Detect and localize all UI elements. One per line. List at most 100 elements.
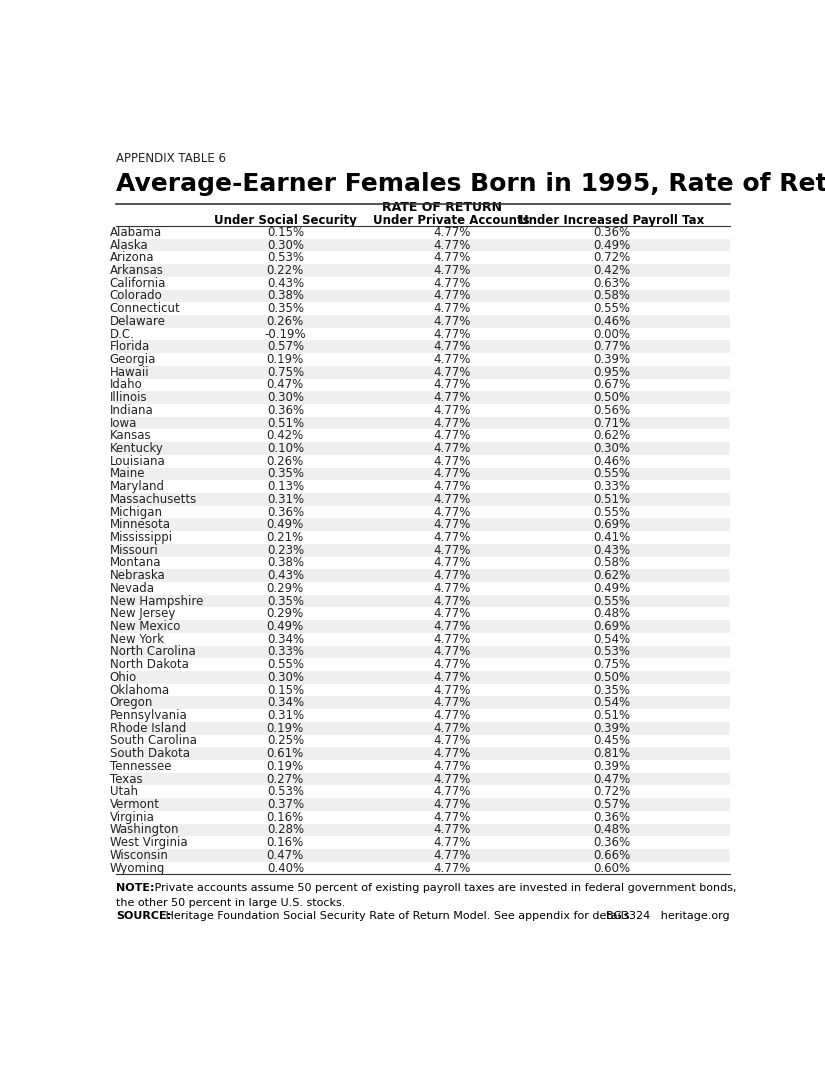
Text: Connecticut: Connecticut (110, 302, 181, 316)
Bar (116, 316, 729, 327)
Text: 4.77%: 4.77% (433, 671, 470, 684)
Text: Wyoming: Wyoming (110, 862, 165, 875)
Text: New York: New York (110, 633, 163, 646)
Text: 4.77%: 4.77% (433, 251, 470, 264)
Text: 4.77%: 4.77% (433, 379, 470, 392)
Bar (116, 747, 729, 761)
Text: New Mexico: New Mexico (110, 620, 180, 633)
Text: NOTE:: NOTE: (116, 882, 154, 893)
Bar (116, 569, 729, 582)
Text: 4.77%: 4.77% (433, 430, 470, 443)
Text: 0.33%: 0.33% (593, 480, 630, 493)
Text: Rhode Island: Rhode Island (110, 721, 186, 734)
Text: California: California (110, 276, 166, 289)
Text: 0.47%: 0.47% (266, 849, 304, 862)
Text: 0.35%: 0.35% (266, 595, 304, 607)
Text: 4.77%: 4.77% (433, 417, 470, 430)
Text: 4.77%: 4.77% (433, 837, 470, 850)
Text: 0.30%: 0.30% (266, 238, 304, 251)
Text: Mississippi: Mississippi (110, 531, 172, 544)
Text: 0.67%: 0.67% (593, 379, 630, 392)
Text: APPENDIX TABLE 6: APPENDIX TABLE 6 (116, 151, 226, 164)
Bar (116, 761, 729, 772)
Text: Vermont: Vermont (110, 799, 159, 811)
Text: 4.77%: 4.77% (433, 341, 470, 354)
Text: Florida: Florida (110, 341, 150, 354)
Text: 0.69%: 0.69% (593, 620, 630, 633)
Text: 0.28%: 0.28% (266, 824, 304, 837)
Text: SOURCE:: SOURCE: (116, 912, 171, 922)
Bar (116, 277, 729, 289)
Text: 0.26%: 0.26% (266, 314, 304, 327)
Bar (116, 862, 729, 875)
Text: Kentucky: Kentucky (110, 442, 163, 455)
Text: 0.58%: 0.58% (593, 556, 630, 569)
Text: 4.77%: 4.77% (433, 468, 470, 481)
Text: Oregon: Oregon (110, 696, 153, 709)
Text: 0.55%: 0.55% (593, 506, 630, 519)
Text: 0.71%: 0.71% (593, 417, 630, 430)
Text: Minnesota: Minnesota (110, 518, 171, 531)
Text: 0.81%: 0.81% (593, 747, 630, 761)
Text: 4.77%: 4.77% (433, 556, 470, 569)
Bar (116, 430, 729, 442)
Bar (116, 595, 729, 607)
Text: 0.45%: 0.45% (593, 734, 630, 747)
Text: 0.55%: 0.55% (266, 658, 304, 671)
Text: 0.39%: 0.39% (593, 354, 630, 366)
Text: 0.54%: 0.54% (593, 696, 630, 709)
Bar (116, 849, 729, 862)
Text: Under Social Security: Under Social Security (214, 214, 356, 227)
Text: 0.48%: 0.48% (593, 607, 630, 620)
Text: 0.53%: 0.53% (266, 786, 304, 799)
Bar (116, 645, 729, 658)
Text: 0.13%: 0.13% (266, 480, 304, 493)
Text: 4.77%: 4.77% (433, 645, 470, 658)
Text: 0.61%: 0.61% (266, 747, 304, 761)
Text: 4.77%: 4.77% (433, 709, 470, 722)
Text: 0.37%: 0.37% (266, 799, 304, 811)
Text: Nevada: Nevada (110, 582, 154, 595)
Text: Oklahoma: Oklahoma (110, 683, 170, 696)
Text: 0.55%: 0.55% (593, 468, 630, 481)
Text: 0.55%: 0.55% (593, 302, 630, 316)
Text: 0.57%: 0.57% (593, 799, 630, 811)
Text: South Dakota: South Dakota (110, 747, 190, 761)
Bar (116, 734, 729, 747)
Text: 0.75%: 0.75% (593, 658, 630, 671)
Text: 0.47%: 0.47% (593, 772, 630, 786)
Bar (116, 366, 729, 379)
Text: 0.34%: 0.34% (266, 633, 304, 646)
Bar (116, 696, 729, 709)
Bar (116, 799, 729, 811)
Text: 0.27%: 0.27% (266, 772, 304, 786)
Bar (116, 341, 729, 354)
Text: 4.77%: 4.77% (433, 696, 470, 709)
Text: 4.77%: 4.77% (433, 633, 470, 646)
Text: BG3324   heritage.org: BG3324 heritage.org (606, 912, 729, 922)
Bar (116, 404, 729, 417)
Text: Massachusetts: Massachusetts (110, 493, 197, 506)
Text: 0.38%: 0.38% (266, 289, 304, 302)
Text: D.C.: D.C. (110, 327, 134, 341)
Bar (116, 354, 729, 366)
Text: 0.69%: 0.69% (593, 518, 630, 531)
Text: Michigan: Michigan (110, 506, 163, 519)
Bar (116, 468, 729, 480)
Text: Montana: Montana (110, 556, 161, 569)
Text: 0.31%: 0.31% (266, 493, 304, 506)
Bar (116, 506, 729, 519)
Text: 0.46%: 0.46% (593, 455, 630, 468)
Text: 0.35%: 0.35% (593, 683, 630, 696)
Text: 4.77%: 4.77% (433, 569, 470, 582)
Text: 0.42%: 0.42% (266, 430, 304, 443)
Text: Louisiana: Louisiana (110, 455, 165, 468)
Text: 0.30%: 0.30% (266, 671, 304, 684)
Text: 0.39%: 0.39% (593, 721, 630, 734)
Text: North Dakota: North Dakota (110, 658, 188, 671)
Bar (116, 824, 729, 837)
Text: 0.63%: 0.63% (593, 276, 630, 289)
Text: 0.58%: 0.58% (593, 289, 630, 302)
Text: Missouri: Missouri (110, 544, 158, 557)
Text: 0.50%: 0.50% (593, 392, 630, 405)
